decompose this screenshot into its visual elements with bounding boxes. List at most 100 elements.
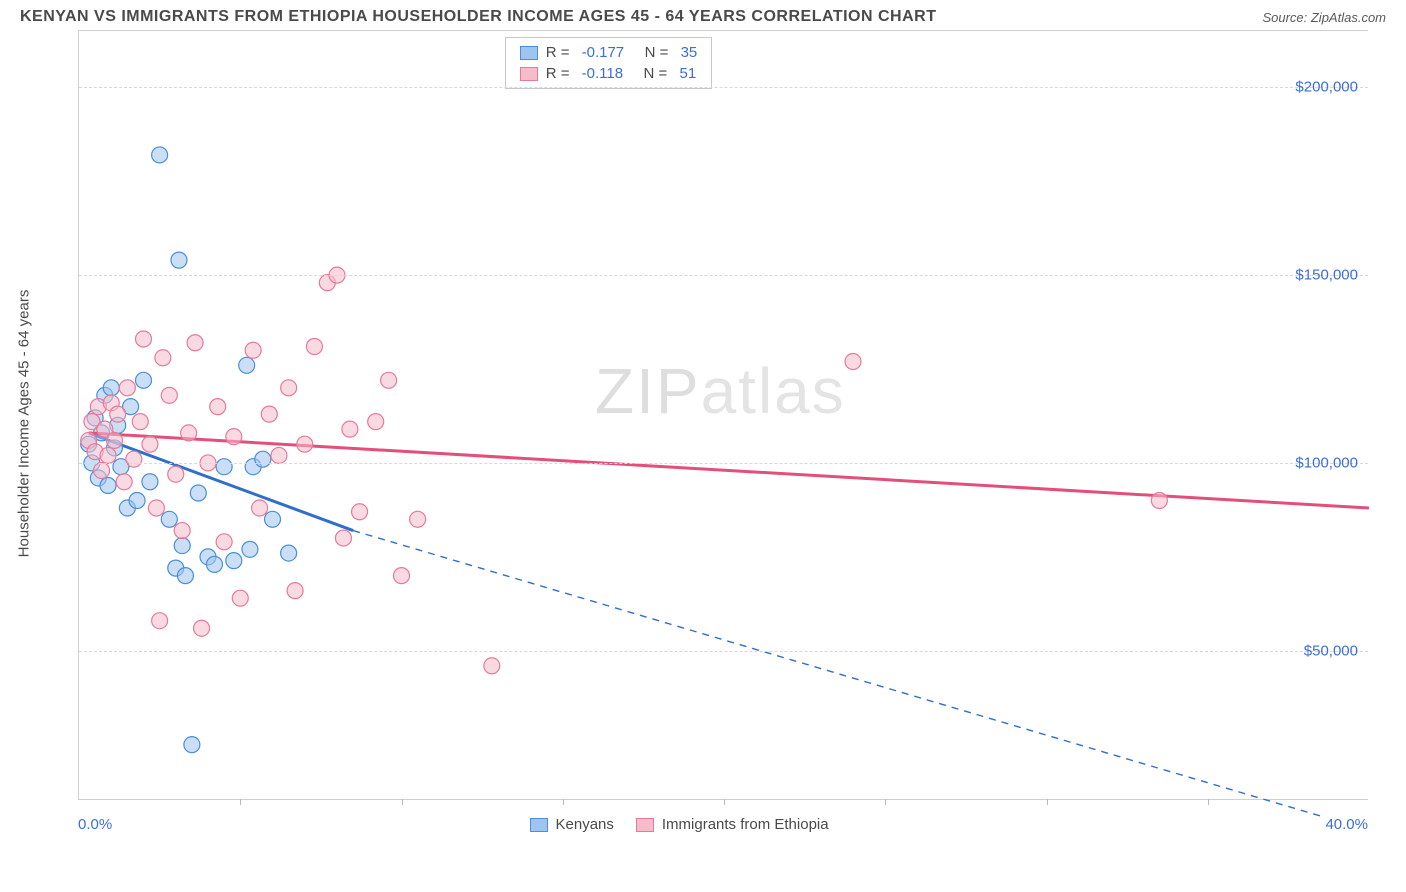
data-point bbox=[152, 613, 168, 629]
r-label: R = bbox=[546, 65, 570, 82]
data-point bbox=[265, 511, 281, 527]
correlation-row: R = -0.118 N = 51 bbox=[506, 63, 712, 84]
n-value: 35 bbox=[676, 44, 697, 61]
data-point bbox=[271, 447, 287, 463]
data-point bbox=[187, 335, 203, 351]
x-tick bbox=[885, 799, 886, 805]
data-point bbox=[394, 568, 410, 584]
data-point bbox=[281, 545, 297, 561]
data-point bbox=[845, 354, 861, 370]
x-tick bbox=[724, 799, 725, 805]
data-point bbox=[136, 331, 152, 347]
data-point bbox=[142, 436, 158, 452]
legend-label: Immigrants from Ethiopia bbox=[662, 816, 829, 833]
data-point bbox=[177, 568, 193, 584]
data-point bbox=[226, 429, 242, 445]
trend-line-extrapolated bbox=[353, 531, 1321, 816]
chart-title: KENYAN VS IMMIGRANTS FROM ETHIOPIA HOUSE… bbox=[20, 8, 937, 26]
data-point bbox=[136, 372, 152, 388]
data-point bbox=[368, 414, 384, 430]
y-tick-label: $150,000 bbox=[1295, 267, 1358, 284]
r-label: R = bbox=[546, 44, 570, 61]
data-point bbox=[161, 387, 177, 403]
data-point bbox=[484, 658, 500, 674]
gridline bbox=[79, 463, 1368, 464]
data-point bbox=[281, 380, 297, 396]
data-point bbox=[297, 436, 313, 452]
r-value: -0.118 bbox=[577, 65, 623, 82]
series-swatch bbox=[520, 46, 538, 60]
data-point bbox=[216, 459, 232, 475]
y-tick-label: $50,000 bbox=[1304, 642, 1358, 659]
data-point bbox=[126, 451, 142, 467]
x-max-label: 40.0% bbox=[1325, 816, 1368, 833]
data-point bbox=[255, 451, 271, 467]
x-tick bbox=[1047, 799, 1048, 805]
data-point bbox=[1151, 493, 1167, 509]
source-attribution: Source: ZipAtlas.com bbox=[1262, 10, 1386, 25]
chart-plot: ZIPatlas R = -0.177 N = 35R = -0.118 N =… bbox=[78, 30, 1368, 800]
r-value: -0.177 bbox=[577, 44, 624, 61]
legend-item: Immigrants from Ethiopia bbox=[636, 816, 829, 833]
data-point bbox=[103, 380, 119, 396]
data-point bbox=[261, 406, 277, 422]
data-point bbox=[190, 485, 206, 501]
data-point bbox=[155, 350, 171, 366]
trend-line bbox=[89, 433, 1369, 508]
data-point bbox=[152, 147, 168, 163]
data-point bbox=[119, 380, 135, 396]
legend-item: Kenyans bbox=[530, 816, 614, 833]
data-point bbox=[352, 504, 368, 520]
data-point bbox=[100, 477, 116, 493]
legend-swatch bbox=[530, 818, 548, 832]
data-point bbox=[216, 534, 232, 550]
data-point bbox=[106, 432, 122, 448]
data-point bbox=[100, 447, 116, 463]
n-label: N = bbox=[631, 65, 667, 82]
gridline bbox=[79, 275, 1368, 276]
y-tick-label: $100,000 bbox=[1295, 454, 1358, 471]
legend-swatch bbox=[636, 818, 654, 832]
n-value: 51 bbox=[675, 65, 696, 82]
data-point bbox=[206, 556, 222, 572]
data-point bbox=[381, 372, 397, 388]
gridline bbox=[79, 87, 1368, 88]
data-point bbox=[174, 538, 190, 554]
data-point bbox=[94, 462, 110, 478]
data-point bbox=[168, 466, 184, 482]
data-point bbox=[110, 406, 126, 422]
data-point bbox=[239, 357, 255, 373]
data-point bbox=[232, 590, 248, 606]
legend-label: Kenyans bbox=[556, 816, 614, 833]
y-tick-label: $200,000 bbox=[1295, 79, 1358, 96]
data-point bbox=[132, 414, 148, 430]
data-point bbox=[287, 583, 303, 599]
data-point bbox=[142, 474, 158, 490]
data-point bbox=[306, 339, 322, 355]
correlation-row: R = -0.177 N = 35 bbox=[506, 42, 712, 63]
data-point bbox=[245, 342, 261, 358]
gridline bbox=[79, 651, 1368, 652]
x-tick bbox=[240, 799, 241, 805]
data-point bbox=[174, 523, 190, 539]
y-axis-label: Householder Income Ages 45 - 64 years bbox=[16, 290, 33, 558]
correlation-legend: R = -0.177 N = 35R = -0.118 N = 51 bbox=[505, 37, 713, 89]
data-point bbox=[342, 421, 358, 437]
data-point bbox=[184, 737, 200, 753]
plot-area: Householder Income Ages 45 - 64 years ZI… bbox=[20, 30, 1386, 860]
chart-svg bbox=[79, 31, 1369, 801]
data-point bbox=[161, 511, 177, 527]
series-swatch bbox=[520, 67, 538, 81]
data-point bbox=[171, 252, 187, 268]
data-point bbox=[210, 399, 226, 415]
data-point bbox=[181, 425, 197, 441]
n-label: N = bbox=[632, 44, 668, 61]
data-point bbox=[242, 541, 258, 557]
data-point bbox=[410, 511, 426, 527]
x-tick bbox=[563, 799, 564, 805]
x-min-label: 0.0% bbox=[78, 816, 112, 833]
data-point bbox=[226, 553, 242, 569]
x-tick bbox=[402, 799, 403, 805]
data-point bbox=[252, 500, 268, 516]
data-point bbox=[335, 530, 351, 546]
